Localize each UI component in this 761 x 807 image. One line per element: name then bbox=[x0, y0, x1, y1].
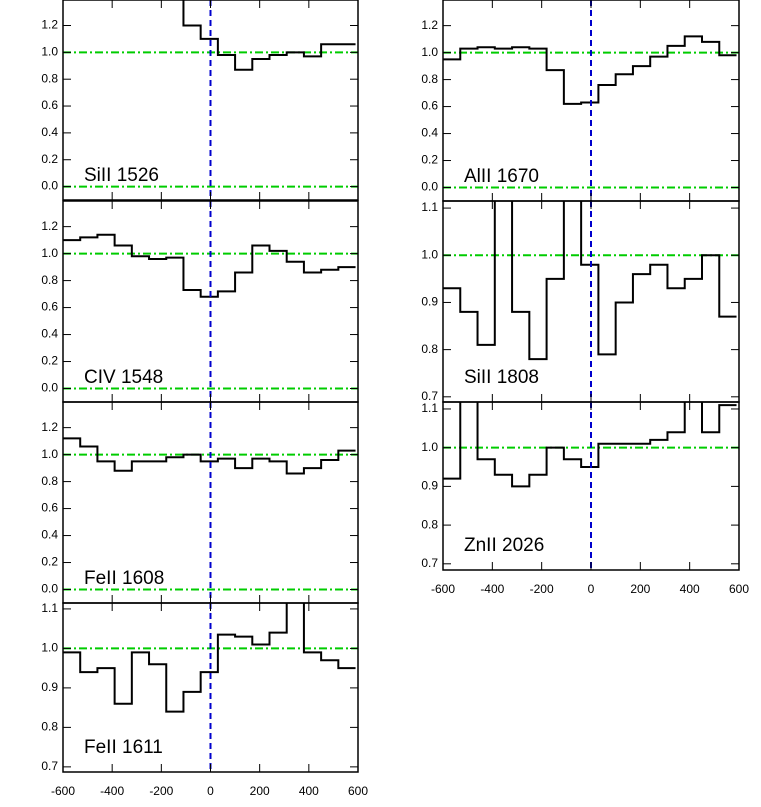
y-tick-label: 0.6 bbox=[41, 98, 58, 112]
panel bbox=[443, 402, 739, 570]
x-tick-label: -200 bbox=[530, 582, 554, 596]
panel bbox=[443, 0, 739, 201]
x-tick-label: -200 bbox=[149, 784, 173, 798]
y-tick-label: 0.4 bbox=[41, 327, 58, 341]
x-tick-label: 400 bbox=[680, 582, 700, 596]
y-tick-label: 0.9 bbox=[421, 295, 438, 309]
y-tick-label: 0.6 bbox=[41, 300, 58, 314]
y-tick-label: 1.2 bbox=[421, 18, 438, 32]
y-tick-label: 1.0 bbox=[41, 641, 58, 655]
spectrum-line bbox=[182, 0, 356, 71]
x-tick-label: -400 bbox=[480, 582, 504, 596]
y-tick-label: 1.0 bbox=[41, 246, 58, 260]
spectrum-line bbox=[443, 201, 737, 361]
y-tick-label: 0.9 bbox=[421, 479, 438, 493]
line-label: AlII 1670 bbox=[464, 166, 539, 187]
y-tick-label: 1.0 bbox=[421, 440, 438, 454]
y-tick-label: 1.0 bbox=[421, 45, 438, 59]
y-tick-label: 0.8 bbox=[421, 517, 438, 531]
y-tick-label: 1.2 bbox=[41, 420, 58, 434]
line-label: CIV 1548 bbox=[84, 367, 163, 388]
y-tick-label: 1.1 bbox=[421, 401, 438, 415]
y-tick-label: 1.2 bbox=[41, 219, 58, 233]
spectrum-line bbox=[443, 35, 737, 105]
panel bbox=[443, 201, 739, 402]
y-tick-label: 0.0 bbox=[41, 582, 58, 596]
y-tick-label: 0.8 bbox=[41, 720, 58, 734]
y-tick-label: 0.7 bbox=[421, 389, 438, 403]
y-tick-label: 0.4 bbox=[421, 126, 438, 140]
y-tick-label: 0.8 bbox=[421, 72, 438, 86]
y-tick-label: 1.0 bbox=[41, 45, 58, 59]
spectrum-line bbox=[63, 233, 356, 298]
y-tick-label: 0.2 bbox=[41, 152, 58, 166]
y-tick-label: 0.4 bbox=[41, 125, 58, 139]
y-tick-label: 0.0 bbox=[421, 180, 438, 194]
y-tick-label: 0.8 bbox=[41, 273, 58, 287]
y-tick-label: 0.4 bbox=[41, 528, 58, 542]
y-tick-label: 0.0 bbox=[41, 179, 58, 193]
x-tick-label: -600 bbox=[431, 582, 455, 596]
panel bbox=[63, 0, 358, 200]
x-tick-label: 200 bbox=[630, 582, 650, 596]
y-tick-label: 0.7 bbox=[421, 556, 438, 570]
y-tick-label: 0.8 bbox=[41, 71, 58, 85]
x-tick-label: -400 bbox=[100, 784, 124, 798]
line-label: FeII 1611 bbox=[84, 737, 163, 758]
panel bbox=[63, 603, 358, 772]
y-tick-label: 1.1 bbox=[41, 601, 58, 615]
y-tick-label: 0.2 bbox=[41, 555, 58, 569]
line-label: SiII 1808 bbox=[464, 367, 539, 388]
x-tick-label: 200 bbox=[250, 784, 270, 798]
line-label: SiII 1526 bbox=[84, 165, 159, 186]
y-tick-label: 1.0 bbox=[421, 247, 438, 261]
y-tick-label: 0.2 bbox=[421, 153, 438, 167]
y-tick-label: 0.0 bbox=[41, 381, 58, 395]
panel bbox=[63, 201, 358, 402]
y-tick-label: 0.8 bbox=[421, 342, 438, 356]
y-tick-label: 0.7 bbox=[41, 759, 58, 773]
x-tick-label: 600 bbox=[348, 784, 368, 798]
y-tick-label: 1.0 bbox=[41, 447, 58, 461]
line-label: ZnII 2026 bbox=[464, 535, 544, 556]
panel bbox=[63, 402, 358, 603]
x-tick-label: 0 bbox=[588, 582, 595, 596]
y-tick-label: 0.9 bbox=[41, 680, 58, 694]
y-tick-label: 0.2 bbox=[41, 354, 58, 368]
y-tick-label: 1.2 bbox=[41, 18, 58, 32]
x-tick-label: 400 bbox=[299, 784, 319, 798]
spectrum-line bbox=[63, 437, 356, 475]
spectrum-line bbox=[63, 603, 356, 713]
spectrum-line bbox=[443, 402, 737, 488]
y-tick-label: 1.1 bbox=[421, 200, 438, 214]
x-tick-label: -600 bbox=[51, 784, 75, 798]
y-tick-label: 0.6 bbox=[41, 501, 58, 515]
y-tick-label: 0.6 bbox=[421, 99, 438, 113]
y-tick-label: 0.8 bbox=[41, 474, 58, 488]
line-label: FeII 1608 bbox=[84, 568, 164, 589]
x-tick-label: 0 bbox=[207, 784, 214, 798]
x-tick-label: 600 bbox=[729, 582, 749, 596]
